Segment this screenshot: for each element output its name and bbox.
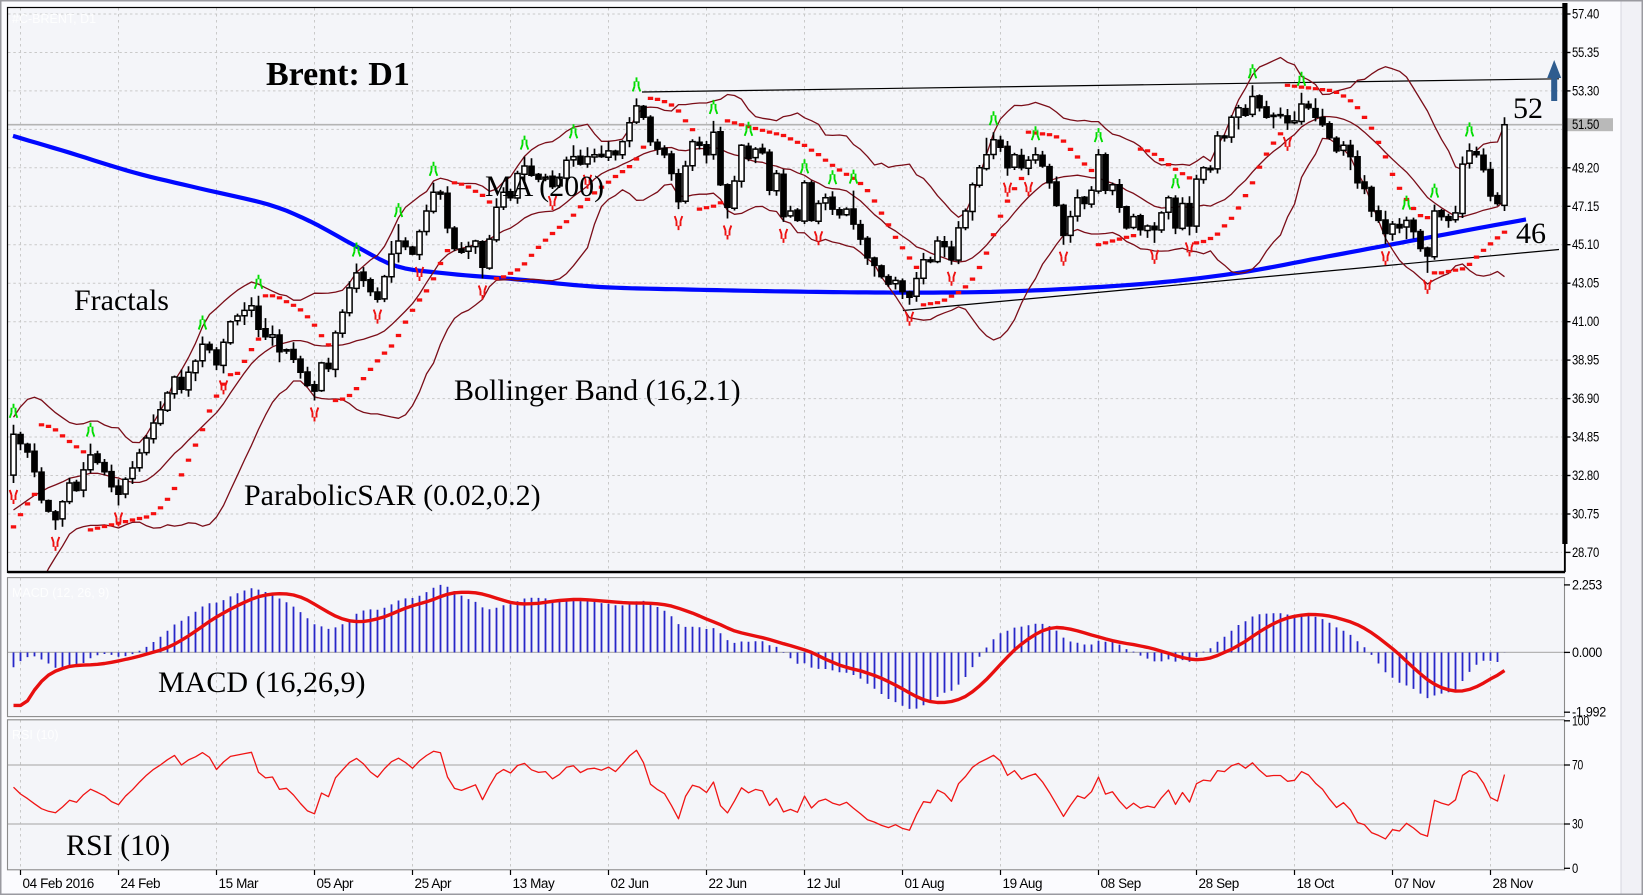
svg-text:Fractals: Fractals — [74, 284, 169, 317]
svg-text:57.40: 57.40 — [1572, 7, 1599, 22]
svg-text:100: 100 — [1572, 713, 1589, 728]
svg-text:46: 46 — [1516, 217, 1546, 250]
svg-text:RSI (10): RSI (10) — [66, 829, 170, 862]
svg-text:08 Sep: 08 Sep — [1101, 876, 1141, 891]
svg-text:13 May: 13 May — [513, 876, 556, 891]
svg-text:47.15: 47.15 — [1572, 199, 1599, 214]
svg-text:MA (200): MA (200) — [485, 170, 604, 203]
svg-text:24 Feb: 24 Feb — [121, 876, 161, 891]
svg-text:52: 52 — [1513, 92, 1543, 125]
svg-text:41.00: 41.00 — [1572, 314, 1599, 329]
svg-text:Bollinger Band (16,2.1): Bollinger Band (16,2.1) — [454, 374, 741, 407]
svg-text:2.253: 2.253 — [1572, 577, 1602, 592]
svg-text:53.30: 53.30 — [1572, 83, 1599, 98]
svg-text:43.05: 43.05 — [1572, 276, 1599, 291]
svg-text:01 Aug: 01 Aug — [905, 876, 945, 891]
svg-text:15 Mar: 15 Mar — [219, 876, 260, 891]
svg-text:30: 30 — [1572, 817, 1583, 832]
svg-text:70: 70 — [1572, 758, 1583, 773]
svg-text:30.75: 30.75 — [1572, 507, 1599, 522]
svg-text:05 Apr: 05 Apr — [317, 876, 355, 891]
svg-text:36.90: 36.90 — [1572, 391, 1599, 406]
svg-text:51.50: 51.50 — [1572, 117, 1599, 132]
svg-text:28.70: 28.70 — [1572, 545, 1599, 560]
svg-text:MACD (16,26,9): MACD (16,26,9) — [158, 666, 366, 699]
svg-text:ParabolicSAR (0.02,0.2): ParabolicSAR (0.02,0.2) — [244, 479, 541, 512]
svg-text:55.35: 55.35 — [1572, 45, 1599, 60]
svg-text:0.000: 0.000 — [1572, 645, 1602, 660]
svg-text:0: 0 — [1572, 861, 1578, 876]
svg-text:Brent: D1: Brent: D1 — [266, 56, 410, 93]
svg-text:04 Feb 2016: 04 Feb 2016 — [23, 876, 94, 891]
svg-text:12 Jul: 12 Jul — [807, 876, 841, 891]
svg-text:22 Jun: 22 Jun — [709, 876, 747, 891]
svg-text:#C-BRENT, D1: #C-BRENT, D1 — [12, 12, 96, 26]
svg-text:02 Jun: 02 Jun — [611, 876, 649, 891]
svg-text:25 Apr: 25 Apr — [415, 876, 453, 891]
svg-text:MACD (12, 26, 9): MACD (12, 26, 9) — [12, 586, 109, 600]
svg-text:-1.992: -1.992 — [1572, 705, 1606, 720]
svg-text:18 Oct: 18 Oct — [1297, 876, 1335, 891]
svg-text:19 Aug: 19 Aug — [1003, 876, 1043, 891]
svg-text:49.20: 49.20 — [1572, 160, 1599, 175]
svg-text:28 Nov: 28 Nov — [1493, 876, 1534, 891]
svg-text:07 Nov: 07 Nov — [1395, 876, 1436, 891]
svg-text:45.10: 45.10 — [1572, 237, 1599, 252]
svg-text:38.95: 38.95 — [1572, 353, 1599, 368]
svg-text:32.80: 32.80 — [1572, 468, 1599, 483]
svg-text:28 Sep: 28 Sep — [1199, 876, 1239, 891]
svg-text:RSI (10): RSI (10) — [12, 728, 59, 742]
svg-text:34.85: 34.85 — [1572, 430, 1599, 445]
